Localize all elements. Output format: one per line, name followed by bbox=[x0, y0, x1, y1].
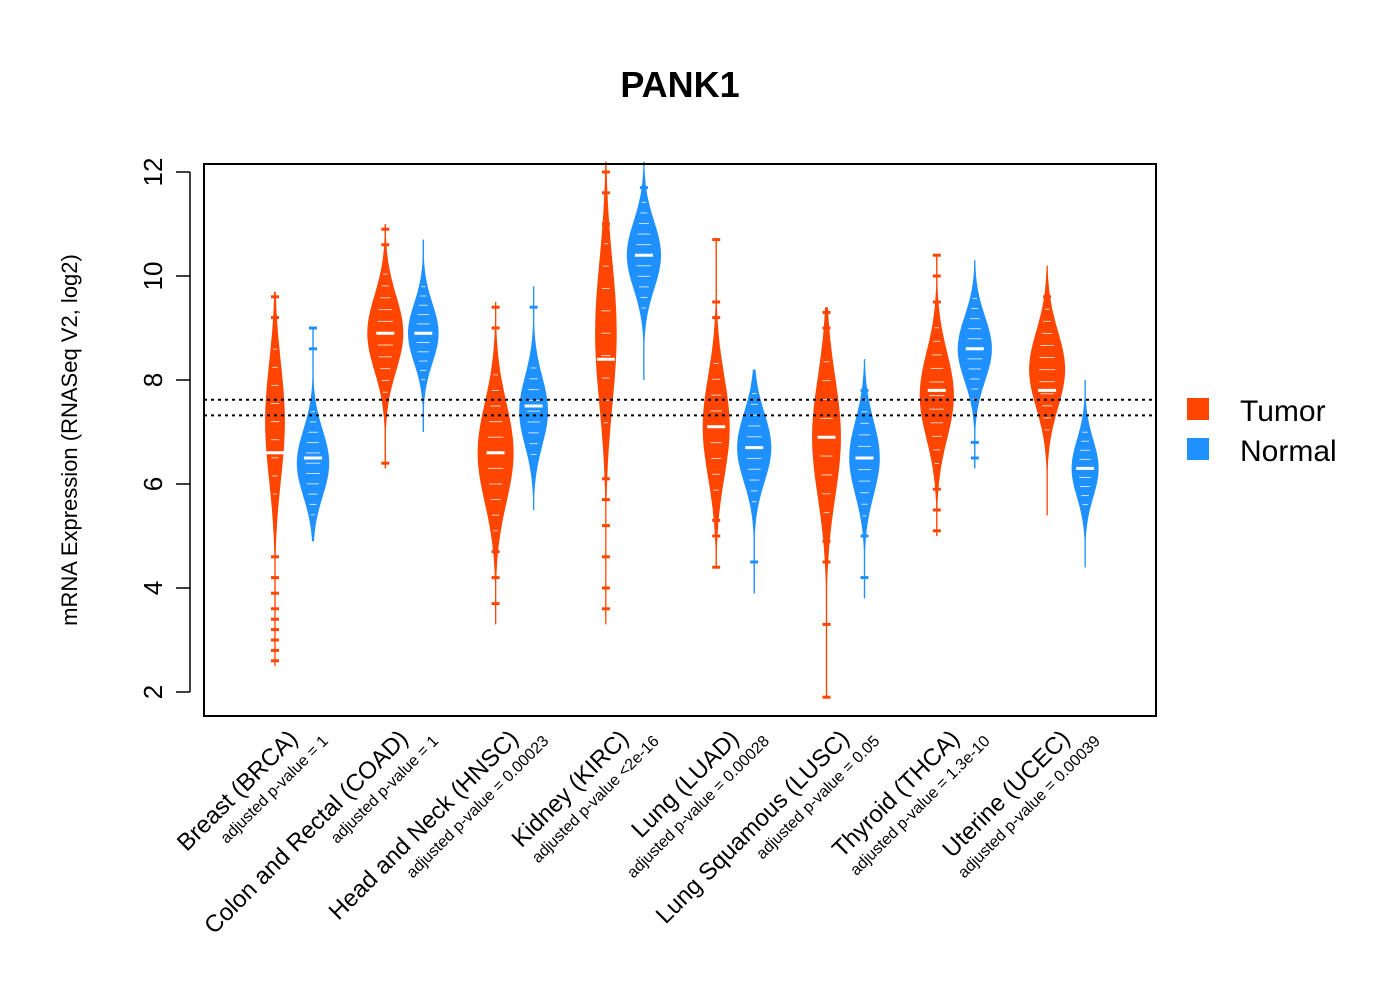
y-tick-label-4: 4 bbox=[138, 581, 168, 595]
y-tick-label-8: 8 bbox=[138, 373, 168, 387]
violin-tumor-1 bbox=[367, 224, 404, 469]
violin-normal-3 bbox=[626, 161, 661, 380]
violin-tumor-6 bbox=[919, 253, 954, 536]
legend-label-tumor: Tumor bbox=[1240, 395, 1326, 428]
violin-normal-1 bbox=[408, 239, 439, 432]
violin-layer bbox=[265, 161, 1099, 699]
y-axis-label: mRNA Expression (RNASeq V2, log2) bbox=[57, 254, 82, 626]
violin-tumor-0 bbox=[265, 291, 285, 666]
legend-label-normal: Normal bbox=[1240, 435, 1337, 468]
violin-normal-2 bbox=[519, 286, 548, 510]
chart-title: PANK1 bbox=[620, 64, 739, 105]
violin-tumor-2 bbox=[477, 302, 514, 625]
violin-normal-4 bbox=[737, 369, 772, 594]
y-tick-label-10: 10 bbox=[138, 262, 168, 291]
y-tick-label-6: 6 bbox=[138, 477, 168, 491]
reference-lines bbox=[204, 398, 1156, 417]
legend-swatch-tumor bbox=[1187, 398, 1209, 420]
violin-tumor-3 bbox=[595, 161, 617, 625]
violin-tumor-4 bbox=[702, 238, 730, 569]
y-tick-label-12: 12 bbox=[138, 158, 168, 187]
legend-swatch-normal bbox=[1187, 438, 1209, 460]
violin-tumor-7 bbox=[1029, 265, 1066, 516]
violin-normal-7 bbox=[1071, 380, 1099, 568]
violin-tumor-5 bbox=[812, 307, 841, 699]
y-tick-label-2: 2 bbox=[138, 685, 168, 699]
plot-frame bbox=[203, 163, 1157, 717]
violin-normal-0 bbox=[296, 326, 330, 542]
legend: Tumor Normal bbox=[1187, 395, 1337, 468]
y-axis: 2 4 6 8 10 12 bbox=[138, 158, 191, 699]
violin-normal-5 bbox=[849, 359, 880, 599]
violin-normal-6 bbox=[957, 260, 992, 469]
